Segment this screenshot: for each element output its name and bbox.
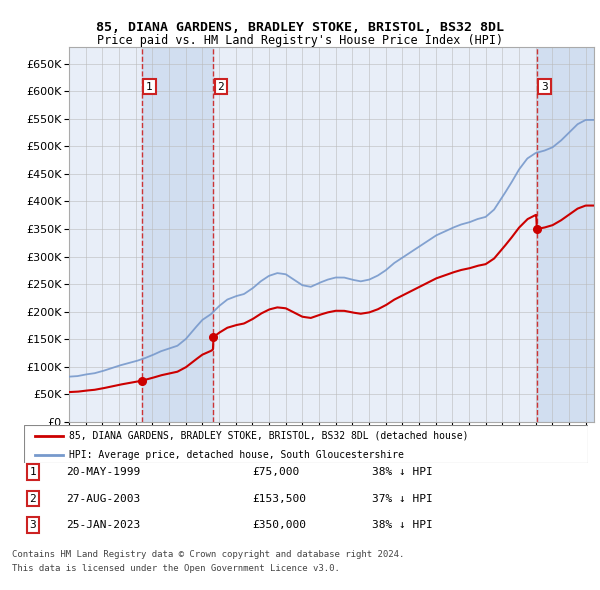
Text: HPI: Average price, detached house, South Gloucestershire: HPI: Average price, detached house, Sout… xyxy=(69,450,404,460)
Text: £75,000: £75,000 xyxy=(252,467,299,477)
Text: 20-MAY-1999: 20-MAY-1999 xyxy=(66,467,140,477)
Text: 27-AUG-2003: 27-AUG-2003 xyxy=(66,494,140,503)
Text: 2: 2 xyxy=(217,81,224,91)
Text: 25-JAN-2023: 25-JAN-2023 xyxy=(66,520,140,530)
Bar xyxy=(142,47,213,422)
Text: 38% ↓ HPI: 38% ↓ HPI xyxy=(372,467,433,477)
Text: £153,500: £153,500 xyxy=(252,494,306,503)
Text: 1: 1 xyxy=(146,81,153,91)
Text: Contains HM Land Registry data © Crown copyright and database right 2024.: Contains HM Land Registry data © Crown c… xyxy=(12,550,404,559)
Text: 37% ↓ HPI: 37% ↓ HPI xyxy=(372,494,433,503)
Text: 1: 1 xyxy=(29,467,37,477)
Text: 38% ↓ HPI: 38% ↓ HPI xyxy=(372,520,433,530)
Text: 2: 2 xyxy=(29,494,37,503)
Text: 3: 3 xyxy=(541,81,548,91)
Bar xyxy=(537,47,594,422)
Text: 85, DIANA GARDENS, BRADLEY STOKE, BRISTOL, BS32 8DL: 85, DIANA GARDENS, BRADLEY STOKE, BRISTO… xyxy=(96,21,504,34)
Text: 85, DIANA GARDENS, BRADLEY STOKE, BRISTOL, BS32 8DL (detached house): 85, DIANA GARDENS, BRADLEY STOKE, BRISTO… xyxy=(69,431,469,441)
Text: £350,000: £350,000 xyxy=(252,520,306,530)
Text: Price paid vs. HM Land Registry's House Price Index (HPI): Price paid vs. HM Land Registry's House … xyxy=(97,34,503,47)
Text: 3: 3 xyxy=(29,520,37,530)
Text: This data is licensed under the Open Government Licence v3.0.: This data is licensed under the Open Gov… xyxy=(12,565,340,573)
Bar xyxy=(537,47,594,422)
